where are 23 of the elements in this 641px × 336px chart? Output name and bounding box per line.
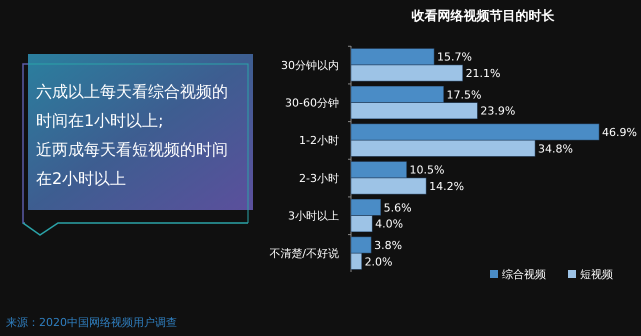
data-label: 34.8% (538, 142, 573, 156)
data-label: 2.0% (364, 255, 393, 268)
y-tick-label: 30分钟以内 (281, 58, 339, 72)
data-label: 4.0% (375, 218, 404, 231)
y-tick-label: 3小时以上 (288, 210, 339, 222)
y-tick-label: 30-60分钟 (285, 96, 339, 110)
data-label: 5.6% (384, 201, 412, 214)
y-tick-label: 1-2小时 (299, 134, 339, 148)
data-label: 21.1% (466, 67, 501, 80)
data-label: 23.9% (480, 104, 516, 118)
chart-title: 收看网络视频节目的时长 (412, 8, 556, 24)
data-label: 15.7% (437, 50, 472, 64)
legend-label: 综合视频 (502, 268, 546, 281)
data-label: 10.5% (410, 164, 444, 177)
source-note: 来源：2020中国网络视频用户调查 (6, 316, 177, 329)
text: 六成以上每天看综合视频的时间在1小时以上;近两成每天看短视频的时间在2小时以上 (36, 82, 228, 188)
data-label: 3.8% (374, 238, 402, 252)
data-label: 17.5% (446, 88, 482, 102)
data-label: 14.2% (429, 180, 464, 194)
y-tick-label: 不清楚/不好说 (269, 247, 339, 260)
legend-label: 短视频 (580, 268, 613, 281)
y-tick-label: 2-3小时 (299, 172, 339, 185)
data-label: 46.9% (602, 126, 637, 139)
